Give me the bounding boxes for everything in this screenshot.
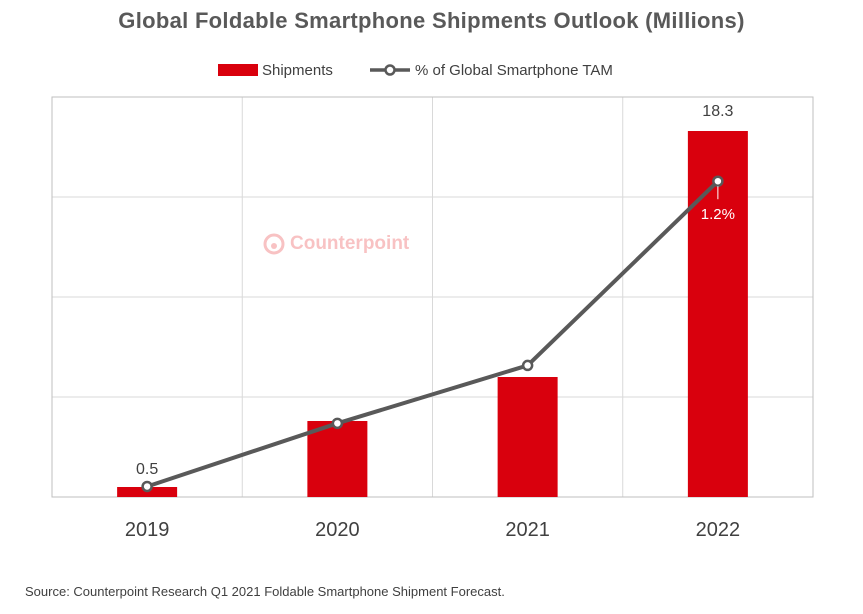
watermark-text: Counterpoint xyxy=(290,233,410,254)
legend-bar-swatch xyxy=(218,64,258,76)
legend-label-tam: % of Global Smartphone TAM xyxy=(415,61,613,79)
tam-marker-2022 xyxy=(712,175,724,187)
x-tick-label: 2022 xyxy=(696,519,741,541)
bar-data-label: 18.3 xyxy=(702,103,733,120)
legend-item-tam: % of Global Smartphone TAM xyxy=(368,58,613,82)
bar-2021 xyxy=(497,377,558,497)
tam-marker-2019 xyxy=(141,480,153,493)
bar-data-label: 0.5 xyxy=(136,461,158,478)
bar-2020 xyxy=(307,421,368,497)
x-tick-label: 2020 xyxy=(315,519,360,541)
tam-marker-2021 xyxy=(521,359,534,372)
legend-label-shipments: Shipments xyxy=(262,61,333,79)
tam-line xyxy=(146,179,720,489)
source-note: Source: Counterpoint Research Q1 2021 Fo… xyxy=(25,584,505,599)
chart-legend: Shipments % of Global Smartphone TAM xyxy=(0,58,863,82)
legend-item-shipments: Shipments xyxy=(218,58,333,82)
x-tick-label: 2019 xyxy=(125,519,170,541)
watermark: Counterpoint xyxy=(262,231,409,257)
plot-frame xyxy=(51,96,814,498)
legend-line-swatch xyxy=(370,64,410,76)
tam-data-label: 1.2% xyxy=(701,206,735,223)
counterpoint-logo-icon xyxy=(263,233,285,255)
chart-title: Global Foldable Smartphone Shipments Out… xyxy=(118,8,745,33)
tam-marker-2020 xyxy=(331,417,344,430)
x-tick-label: 2021 xyxy=(505,519,550,541)
